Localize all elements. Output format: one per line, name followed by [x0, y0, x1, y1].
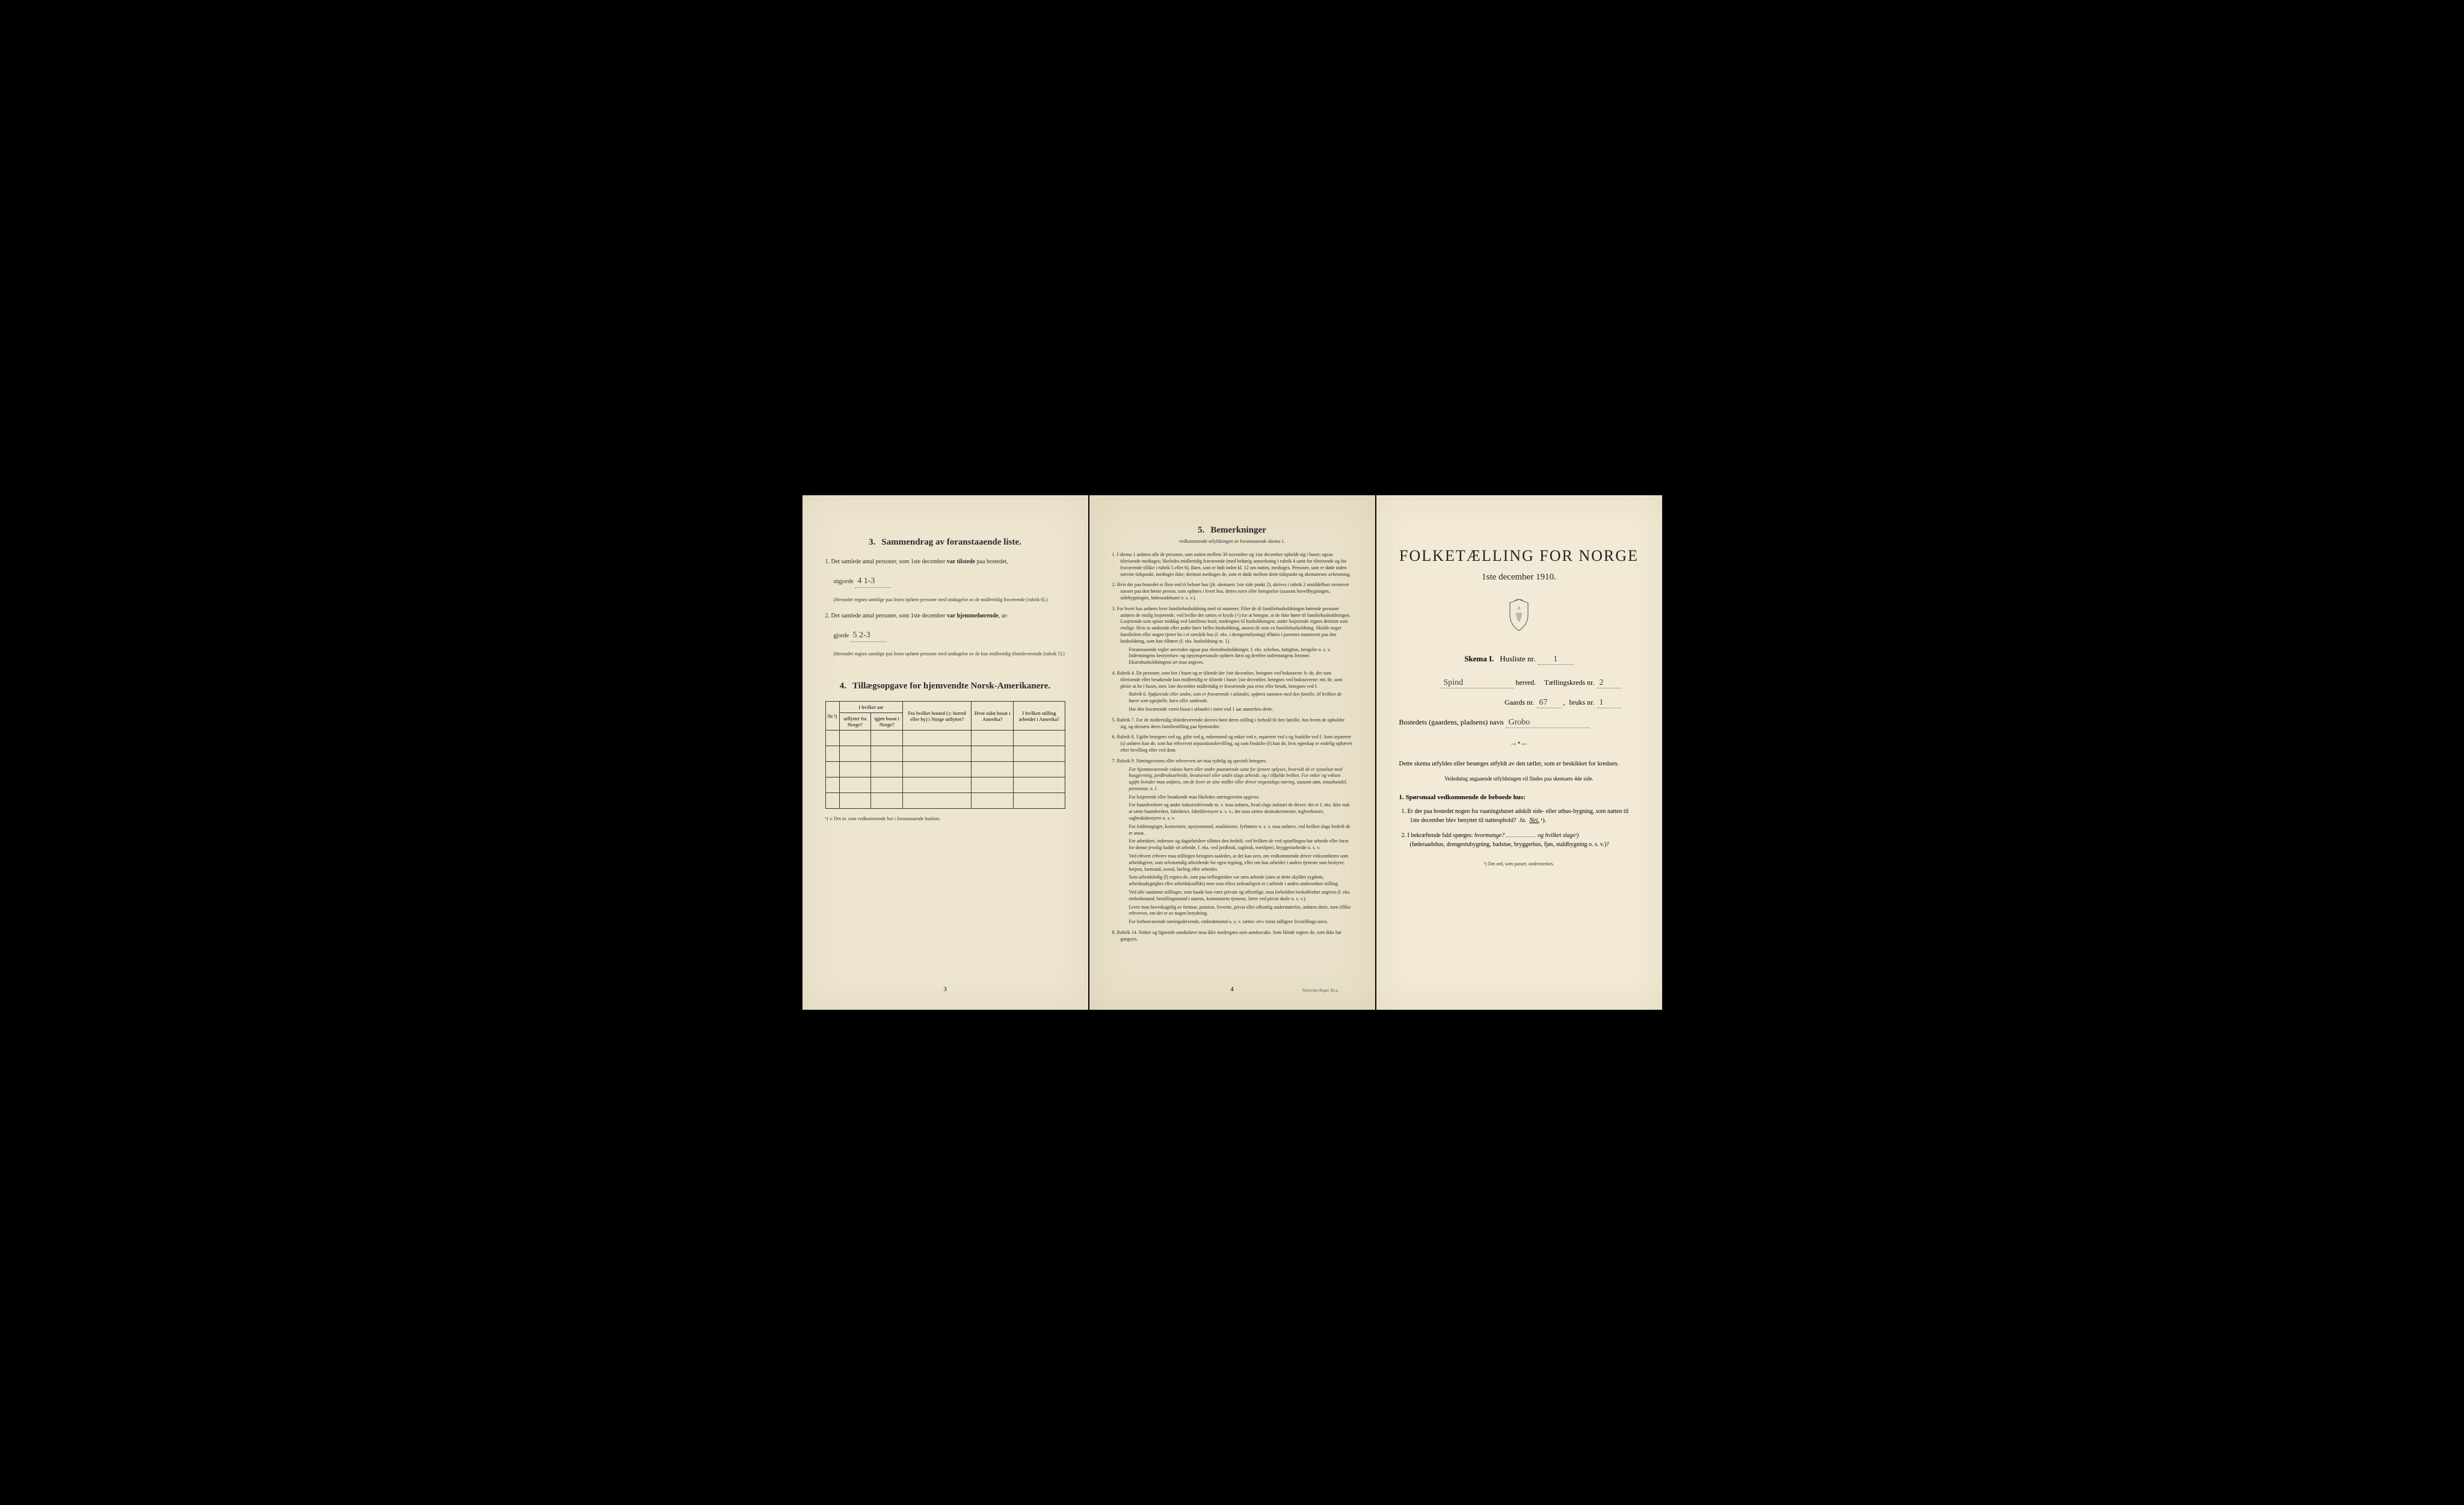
- taellingskreds-value: 2: [1597, 678, 1621, 688]
- printer-mark: Steen'ske Bogtr. Kr.a.: [1302, 988, 1339, 993]
- husliste-nr: 1: [1538, 655, 1574, 665]
- herred-line: Spind herred. Tællingskreds nr. 2: [1399, 678, 1639, 688]
- page-number: 4: [1230, 986, 1234, 993]
- table-row: [825, 731, 1065, 746]
- table-row: [825, 777, 1065, 793]
- item-1-value: 4 1-3: [855, 575, 891, 588]
- question-1: 1. Er der paa bostedet nogen fra vaaning…: [1399, 807, 1639, 825]
- herred-value: Spind: [1441, 678, 1514, 688]
- bosted-value: Grobo: [1506, 718, 1590, 728]
- gaards-line: Gaards nr. 67, bruks nr. 1: [1399, 698, 1639, 708]
- item-2: 2. Det samlede antal personer, som 1ste …: [825, 611, 1065, 620]
- section-4-title: 4.Tillægsopgave for hjemvendte Norsk-Ame…: [825, 681, 1065, 691]
- item-1: 1. Det samlede antal personer, som 1ste …: [825, 557, 1065, 566]
- section-3-title: 3.Sammendrag av foranstaaende liste.: [825, 537, 1065, 548]
- questions-block: 1. Spørsmaal vedkommende de beboede hus:…: [1399, 794, 1639, 849]
- table-row: [825, 762, 1065, 777]
- bruks-value: 1: [1597, 698, 1621, 708]
- ornament-icon: →•←: [1399, 739, 1639, 749]
- item-2-value-line: gjorde 5 2-3: [825, 629, 1065, 642]
- question-2: 2. I bekræftende fald spørges: hvormange…: [1399, 831, 1639, 849]
- page-number: 3: [943, 986, 947, 993]
- table-body: [825, 731, 1065, 809]
- col-amerika-bosat: Hvor sidst bosat i Amerika?: [972, 702, 1014, 731]
- col-bosted: Fra hvilket bosted (ɔ: herred eller by) …: [903, 702, 972, 731]
- table-row: [825, 746, 1065, 762]
- remark-3: 3. For hvert hus anføres hver familiehus…: [1112, 606, 1352, 666]
- remark-6: 6. Rubrik 8. Ugifte betegnes ved ug, gif…: [1112, 734, 1352, 753]
- amerikanere-table: Nr.¹) I hvilket aar Fra hvilket bosted (…: [825, 701, 1065, 809]
- col-nr: Nr.¹): [825, 702, 839, 731]
- instruction-1: Dette skema utfyldes eller besørges utfy…: [1399, 759, 1639, 769]
- page-4: 5.Bemerkninger vedkommende utfyldningen …: [1089, 495, 1375, 1010]
- page-3: 3.Sammendrag av foranstaaende liste. 1. …: [802, 495, 1088, 1010]
- item-2-note: (Herunder regnes samtlige paa listen opf…: [825, 651, 1065, 657]
- remarks-list: 1. I skema 1 anføres alle de personer, s…: [1112, 552, 1352, 942]
- item-2-value: 5 2-3: [851, 629, 887, 642]
- right-footnote: ¹) Det ord, som passer, understrekes.: [1399, 861, 1639, 867]
- item-1-note: (Herunder regnes samtlige paa listen opf…: [825, 596, 1065, 603]
- question-heading: 1. Spørsmaal vedkommende de beboede hus:: [1399, 794, 1639, 801]
- gaards-value: 67: [1537, 698, 1561, 708]
- item-1-value-line: utgjorde 4 1-3: [825, 575, 1065, 588]
- remark-5: 5. Rubrik 7. For de midlertidig tilstede…: [1112, 717, 1352, 731]
- remark-7: 7. Rubrik 9. Næringsveiens eller erhverv…: [1112, 758, 1352, 926]
- section-5-sub: vedkommende utfyldningen av foranstaaend…: [1112, 538, 1352, 545]
- main-title: FOLKETÆLLING FOR NORGE: [1399, 547, 1639, 565]
- sub-title: 1ste december 1910.: [1399, 572, 1639, 583]
- col-stilling: I hvilken stilling arbeidet i Amerika?: [1014, 702, 1065, 731]
- remark-8: 8. Rubrik 14. Sinker og lignende aandssl…: [1112, 930, 1352, 943]
- section-5-title: 5.Bemerkninger: [1112, 525, 1352, 536]
- bosted-line: Bostedets (gaardens, pladsens) navn Grob…: [1399, 718, 1639, 728]
- crest-icon: [1399, 598, 1639, 636]
- table-row: [825, 793, 1065, 809]
- remark-2: 2. Hvis der paa bostedet er flere end ét…: [1112, 582, 1352, 601]
- col-utflyttet: utflyttet fra Norge?: [839, 713, 871, 731]
- col-igjen: igjen bosat i Norge?: [871, 713, 903, 731]
- remark-4: 4. Rubrik 4. De personer, som bor i huse…: [1112, 670, 1352, 713]
- instruction-2: Veiledning angaaende utfyldningen vil fi…: [1399, 775, 1639, 783]
- document-spread: 3.Sammendrag av foranstaaende liste. 1. …: [802, 495, 1662, 1010]
- remark-1: 1. I skema 1 anføres alle de personer, s…: [1112, 552, 1352, 578]
- skema-line: Skema I. Husliste nr. 1: [1399, 654, 1639, 665]
- answer-nei: Nei.: [1529, 817, 1539, 824]
- col-aar: I hvilket aar: [839, 702, 903, 713]
- table-footnote: ¹) ɔ: Det nr. som vedkommende har i fora…: [825, 816, 1065, 821]
- page-title-page: FOLKETÆLLING FOR NORGE 1ste december 191…: [1376, 495, 1662, 1010]
